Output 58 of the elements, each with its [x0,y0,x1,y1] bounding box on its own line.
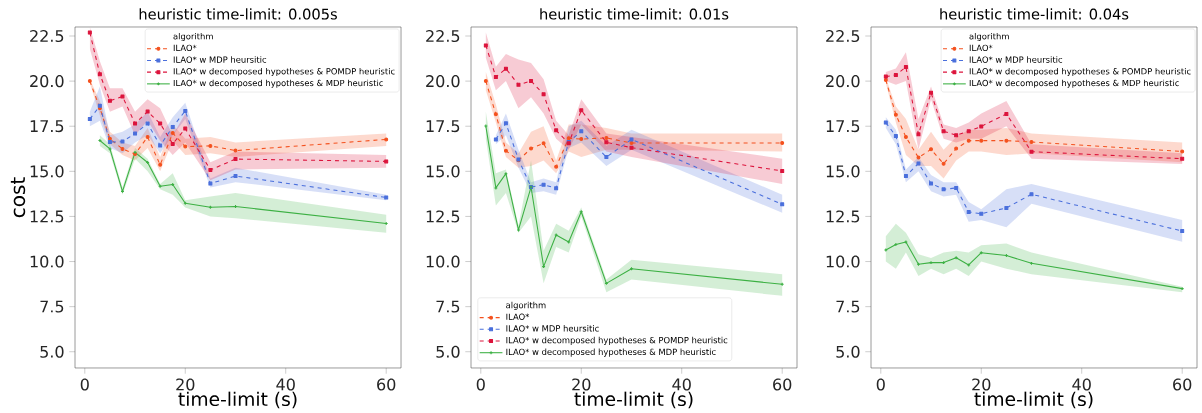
x-tick-label: 20 [176,378,195,391]
legend-label: ILAO* w decomposed hypotheses & POMDP heuristic [969,67,1191,77]
legend-label: ILAO* w decomposed hypotheses & MDP heuristic [969,79,1179,88]
y-tick-label: 22.5 [826,29,860,43]
y-tick-label: 22.5 [30,29,64,43]
chart-title: heuristic time-limit: 0.01s [540,8,729,20]
legend-title: algorithm [969,32,1009,42]
x-tick-label: 60 [377,378,396,391]
legend-label: ILAO* [969,44,993,52]
x-tick-label: 0 [876,378,885,391]
x-tick-label: 40 [1072,378,1091,391]
y-tick-label: 7.5 [436,300,460,313]
legend-label: ILAO* w decomposed hypotheses & MDP heuristic [506,348,716,357]
legend-label: ILAO* [506,313,530,320]
y-tick-label: 10.0 [826,255,860,268]
x-tick-label: 60 [1173,378,1192,391]
y-tick-label: 22.5 [426,29,460,43]
y-tick-label: 7.5 [40,300,64,313]
y-tick-label: 5.0 [836,345,860,358]
y-tick-label: 17.5 [826,120,860,133]
y-tick-label: 12.5 [826,210,860,223]
y-tick-label: 12.5 [30,210,64,223]
legend-label: ILAO* w decomposed hypotheses & MDP heuristic [173,79,383,88]
legend-label: ILAO* w MDP heursitic [506,325,599,332]
y-tick-label: 15.0 [30,165,64,178]
y-tick-label: 10.0 [426,255,460,268]
y-tick-label: 15.0 [426,165,460,178]
chart-title: heuristic time-limit: 0.04s [940,8,1129,20]
y-tick-label: 17.5 [30,120,64,133]
legend-title: algorithm [173,32,213,42]
x-tick-label: 60 [773,378,792,391]
y-tick-label: 20.0 [826,75,860,88]
y-tick-label: 17.5 [426,120,460,133]
legend-label: ILAO* w decomposed hypotheses & POMDP heuristic [506,336,728,345]
y-tick-label: 12.5 [426,210,460,223]
x-axis-title: time-limit (s) [574,391,693,409]
y-tick-label: 10.0 [30,255,64,268]
y-tick-label: 15.0 [826,165,860,178]
legend-label: ILAO* w MDP heursitic [969,56,1063,63]
y-axis-title: cost [10,177,26,218]
y-tick-label: 20.0 [30,75,64,88]
x-tick-label: 0 [476,378,485,391]
legend-label: ILAO* w decomposed hypotheses & POMDP heuristic [173,67,395,77]
x-tick-label: 40 [276,378,295,391]
x-axis-title: time-limit (s) [178,391,297,409]
y-tick-label: 7.5 [836,300,860,313]
legend-title: algorithm [506,301,546,310]
y-tick-label: 5.0 [40,345,64,358]
x-tick-label: 20 [572,378,591,391]
x-tick-label: 0 [80,378,89,391]
legend-label: ILAO* w MDP heursitic [173,56,267,63]
chart-title: heuristic time-limit: 0.005s [139,8,337,20]
y-tick-label: 5.0 [436,345,460,358]
x-tick-label: 20 [972,378,991,391]
legend-label: ILAO* [173,44,197,52]
x-axis-title: time-limit (s) [974,391,1093,409]
y-tick-label: 20.0 [426,75,460,88]
x-tick-label: 40 [672,378,691,391]
